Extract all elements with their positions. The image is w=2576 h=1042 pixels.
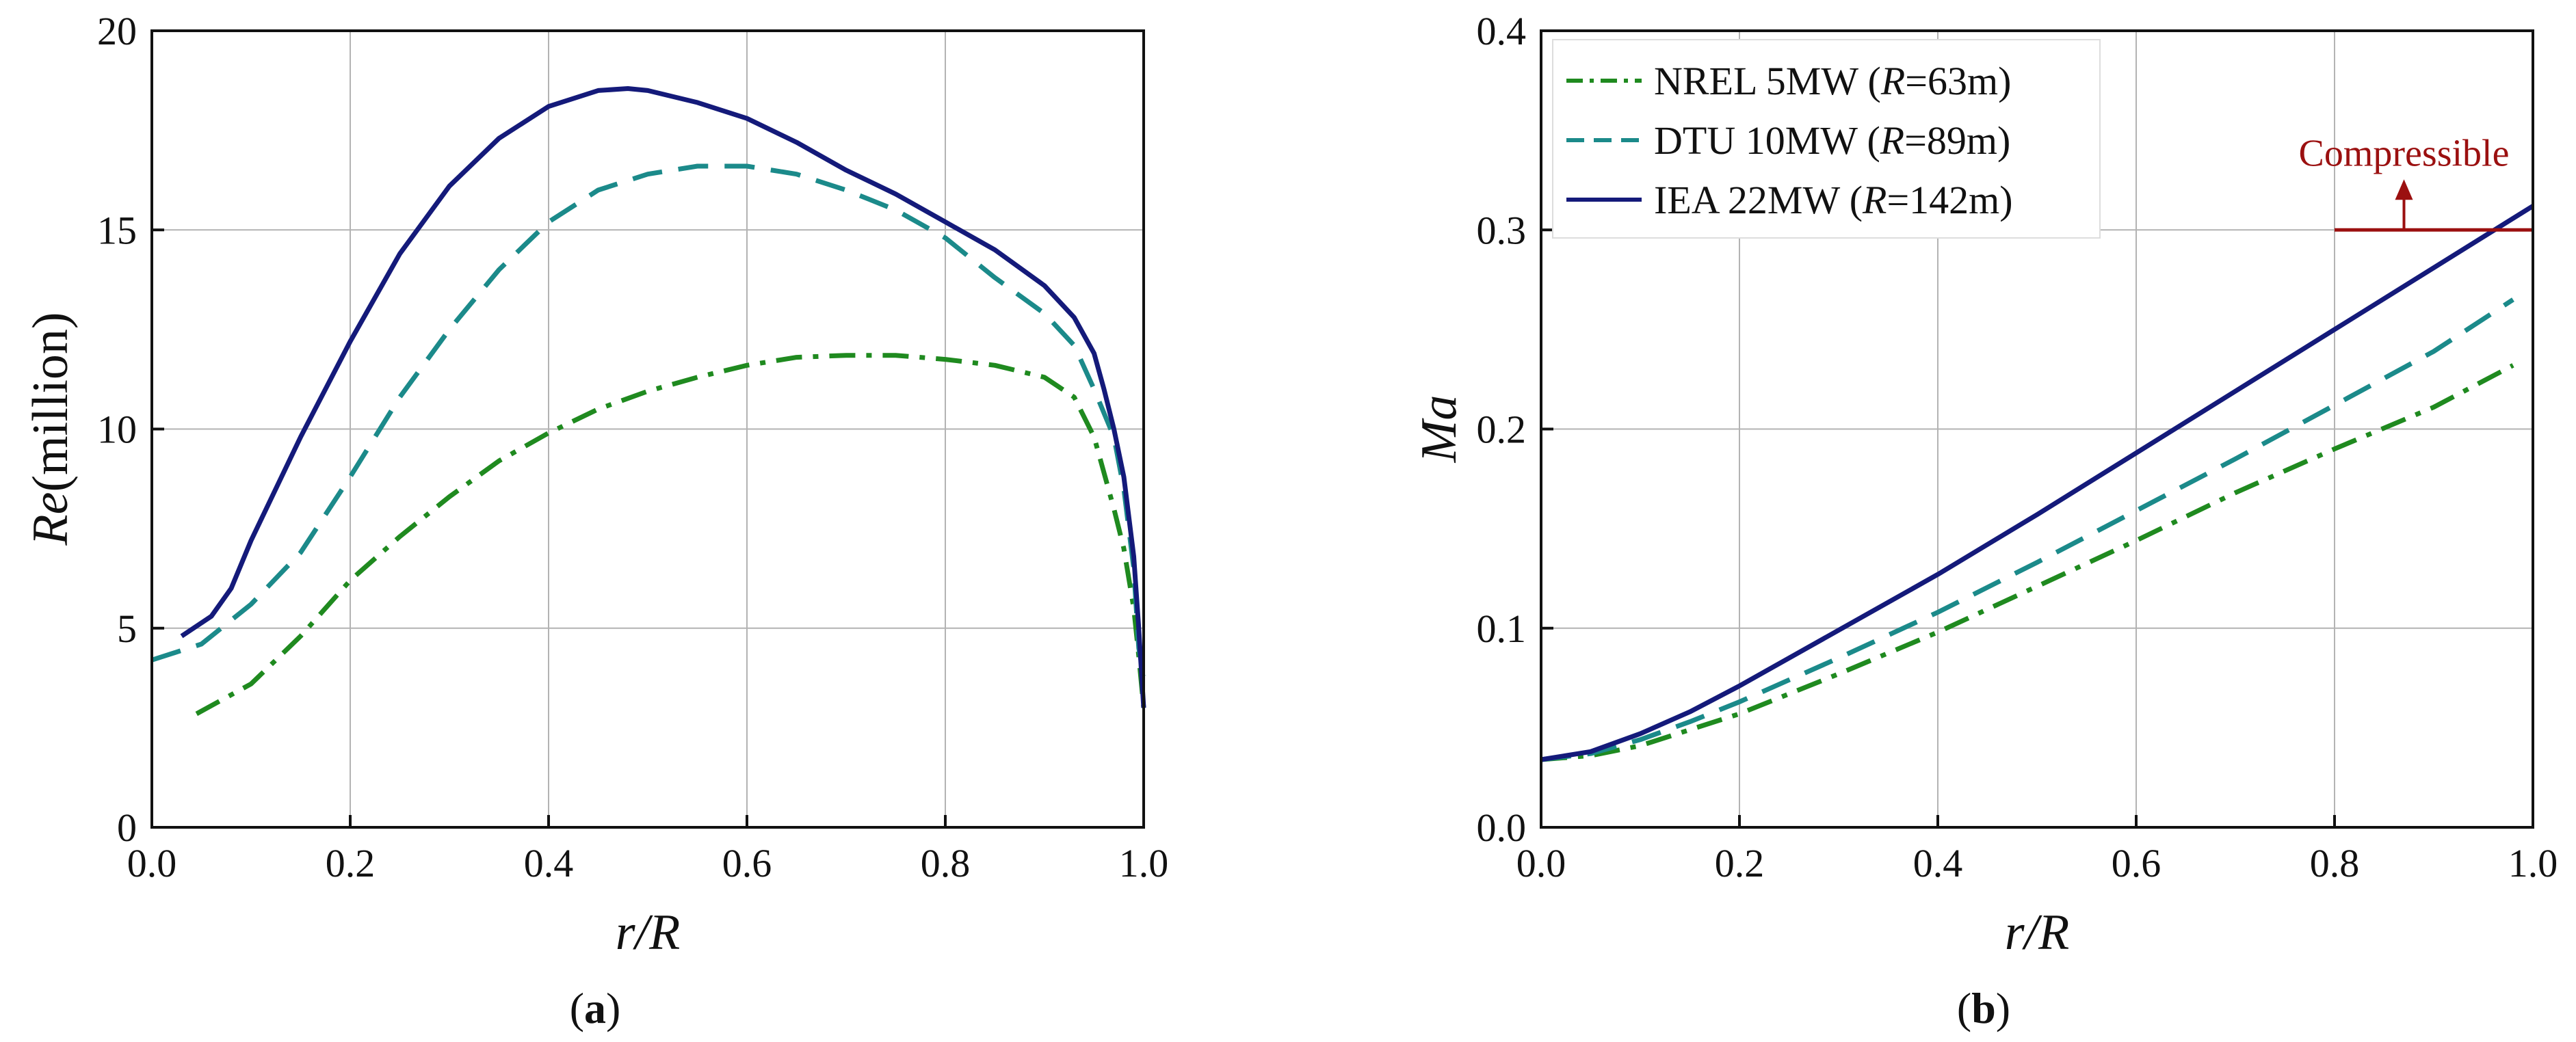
legend-label-dtu-suffix: =89m) bbox=[1904, 118, 2010, 163]
panel-a-xtick-label: 1.0 bbox=[1119, 841, 1169, 885]
panel-b-ylabel: Ma bbox=[1411, 395, 1467, 464]
panel-a-ytick-label: 10 bbox=[97, 408, 137, 452]
panel-b-ytick-label: 0.0 bbox=[1477, 805, 1527, 850]
panel-a-label: (a) bbox=[570, 984, 621, 1032]
panel-b: Compressible 0.0 0.2 0.4 0.6 0.8 1.0 0.0 0.1 0.2… bbox=[1411, 9, 2558, 1032]
legend-entry-iea: IEA 22MW (R=142m) bbox=[1566, 178, 2013, 222]
panel-b-label-letter: b bbox=[1971, 984, 1996, 1032]
panel-b-series-nrel bbox=[1540, 363, 2514, 762]
legend-label-nrel: NREL 5MW (R=63m) bbox=[1654, 59, 2011, 103]
panel-a-ytick-label: 20 bbox=[97, 9, 137, 53]
panel-a-series bbox=[150, 86, 1146, 717]
panel-a-xtick-label: 0.2 bbox=[326, 841, 376, 885]
panel-a-label-close: ) bbox=[606, 984, 620, 1032]
legend-label-iea-suffix: =142m) bbox=[1887, 178, 2012, 222]
panel-b-xtick-label: 1.0 bbox=[2508, 841, 2558, 885]
legend-label-dtu-var: R bbox=[1880, 118, 1904, 163]
panel-b-ytick-label: 0.2 bbox=[1477, 408, 1527, 452]
panel-a-xtick-label: 0.6 bbox=[722, 841, 772, 885]
panel-a-series-nrel bbox=[195, 353, 1146, 717]
panel-b-ytick-label: 0.1 bbox=[1477, 606, 1527, 651]
legend-label-iea-prefix: IEA 22MW ( bbox=[1654, 178, 1863, 222]
panel-a-ylabel-unit: (million) bbox=[23, 312, 79, 492]
panel-b-series-iea bbox=[1540, 204, 2534, 762]
legend-entry-nrel: NREL 5MW (R=63m) bbox=[1566, 59, 2011, 103]
legend-label-nrel-suffix: =63m) bbox=[1905, 59, 2011, 103]
compressible-arrow-head bbox=[2395, 179, 2413, 200]
panel-a-label-open: ( bbox=[570, 984, 584, 1032]
panel-b-label-open: ( bbox=[1957, 984, 1971, 1032]
panel-b-xtick-label: 0.8 bbox=[2310, 841, 2360, 885]
panel-a: 0.0 0.2 0.4 0.6 0.8 1.0 0 5 10 15 20 r/R Re(millio… bbox=[23, 9, 1168, 1032]
legend-label-iea-var: R bbox=[1862, 178, 1887, 222]
panel-a-series-dtu bbox=[150, 163, 1146, 677]
panel-a-grid bbox=[152, 31, 1144, 827]
panel-a-ylabel: Re(million) bbox=[23, 312, 79, 546]
compressible-label: Compressible bbox=[2299, 132, 2510, 174]
legend-label-nrel-var: R bbox=[1880, 59, 1905, 103]
legend-box bbox=[1552, 39, 2101, 239]
legend-label-nrel-prefix: NREL 5MW ( bbox=[1654, 59, 1881, 103]
panel-b-series bbox=[1540, 204, 2534, 762]
legend-label-iea: IEA 22MW (R=142m) bbox=[1654, 178, 2013, 222]
panel-b-series-dtu bbox=[1540, 297, 2514, 762]
panel-b-ylabel-var: Ma bbox=[1411, 395, 1467, 464]
panel-a-series-iea bbox=[180, 86, 1146, 708]
panel-a-label-letter: a bbox=[584, 984, 606, 1032]
panel-a-ytick-label: 15 bbox=[97, 208, 137, 252]
panel-b-xtick-label: 0.6 bbox=[2112, 841, 2161, 885]
panel-b-xlabel: r/R bbox=[2005, 905, 2070, 961]
panel-a-ylabel-var: Re bbox=[23, 492, 79, 546]
legend: NREL 5MW (R=63m) DTU 10MW (R=89m) IEA 22… bbox=[1552, 39, 2101, 239]
panel-a-xtick-label: 0.4 bbox=[524, 841, 574, 885]
panel-a-xtick-label: 0.0 bbox=[127, 841, 177, 885]
panel-b-xtick-label: 0.4 bbox=[1913, 841, 1963, 885]
legend-label-dtu: DTU 10MW (R=89m) bbox=[1654, 118, 2010, 163]
panel-b-ytick-label: 0.4 bbox=[1477, 9, 1527, 53]
panel-b-label-close: ) bbox=[1996, 984, 2010, 1032]
panel-a-xlabel: r/R bbox=[616, 905, 681, 961]
compressible-annotation: Compressible bbox=[2299, 132, 2533, 232]
legend-entry-dtu: DTU 10MW (R=89m) bbox=[1566, 118, 2010, 163]
panel-b-ticks: 0.0 0.2 0.4 0.6 0.8 1.0 0.0 0.1 0.2 0.3 0.4 bbox=[1477, 9, 2558, 885]
panel-a-xtick-label: 0.8 bbox=[921, 841, 971, 885]
panel-a-ytick-label: 5 bbox=[117, 606, 137, 651]
panel-b-xtick-label: 0.0 bbox=[1516, 841, 1566, 885]
panel-b-label: (b) bbox=[1957, 984, 2010, 1032]
panel-b-ytick-label: 0.3 bbox=[1477, 208, 1527, 252]
panel-b-xtick-label: 0.2 bbox=[1715, 841, 1765, 885]
panel-a-ticks: 0.0 0.2 0.4 0.6 0.8 1.0 0 5 10 15 20 bbox=[97, 9, 1168, 885]
panel-a-ytick-label: 0 bbox=[117, 805, 137, 850]
legend-label-dtu-prefix: DTU 10MW ( bbox=[1654, 118, 1880, 163]
